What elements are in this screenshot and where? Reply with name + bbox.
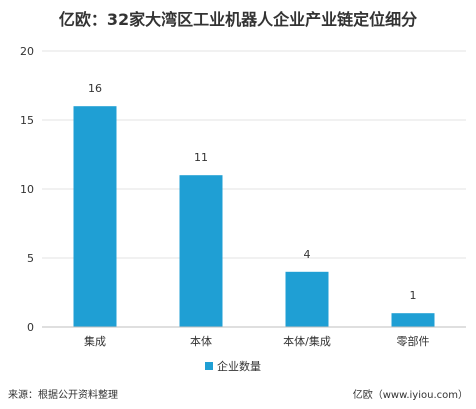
x-tick-label: 本体 — [190, 334, 212, 348]
y-tick-label: 15 — [20, 114, 34, 127]
y-tick-label: 0 — [27, 321, 34, 334]
y-tick-label: 20 — [20, 45, 34, 58]
bar — [73, 106, 117, 327]
bar — [179, 175, 223, 327]
source-note: 来源：根据公开资料整理 — [8, 390, 118, 401]
y-axis: 0 5 10 15 20 — [20, 45, 34, 334]
legend-swatch — [205, 362, 213, 370]
data-label: 16 — [88, 82, 102, 95]
x-axis: 集成 本体 本体/集成 零部件 — [42, 326, 466, 348]
legend: 企业数量 — [205, 359, 261, 373]
legend-label: 企业数量 — [217, 359, 261, 373]
bars: 16 11 4 1 — [73, 82, 435, 327]
bar — [285, 271, 329, 327]
data-label: 4 — [304, 248, 311, 261]
y-tick-label: 5 — [27, 252, 34, 265]
x-tick-label: 集成 — [84, 334, 106, 348]
data-label: 1 — [410, 289, 417, 302]
y-tick-label: 10 — [20, 183, 34, 196]
data-label: 11 — [194, 151, 208, 164]
brand-note: 亿欧（www.iyiou.com） — [352, 390, 468, 401]
bar — [391, 313, 435, 327]
chart-title: 亿欧：32家大湾区工业机器人企业产业链定位细分 — [58, 10, 418, 29]
x-tick-label: 零部件 — [397, 334, 430, 348]
x-tick-label: 本体/集成 — [283, 334, 331, 348]
